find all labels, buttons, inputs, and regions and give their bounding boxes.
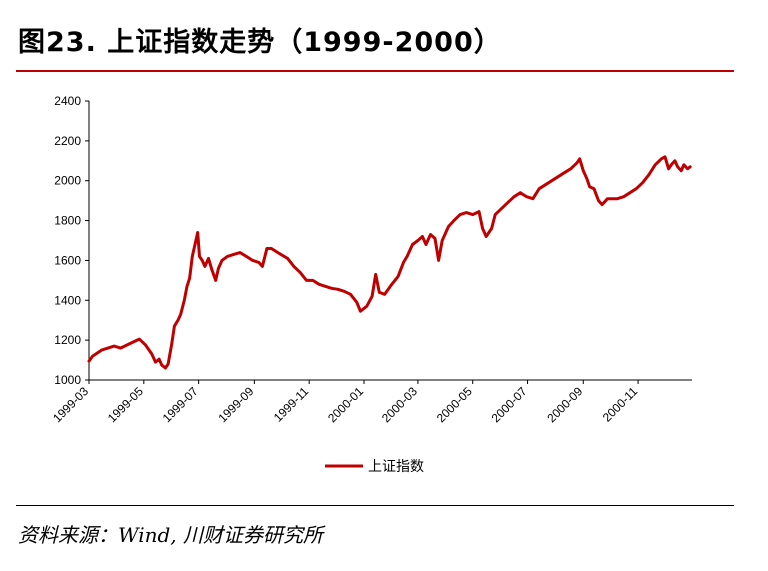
- x-tick-label: 1999-05: [105, 384, 146, 425]
- line-chart: 1000 1200 1400 1600 1800 2000 2200 2400 1999-03…: [50, 94, 692, 475]
- y-tick-label: 1800: [54, 214, 81, 228]
- y-axis: 1000 1200 1400 1600 1800 2000 2200 2400: [54, 94, 90, 387]
- x-tick-label: 2000-01: [325, 384, 366, 425]
- y-tick-label: 2000: [54, 174, 81, 188]
- legend: 上证指数: [325, 459, 424, 475]
- y-tick-label: 2400: [54, 94, 81, 108]
- x-tick-label: 1999-09: [215, 384, 256, 425]
- x-tick-label: 2000-09: [544, 384, 585, 425]
- x-tick-label: 2000-03: [379, 384, 420, 425]
- figure-title: 图23. 上证指数走势（1999-2000）: [18, 27, 502, 58]
- series-layer: [87, 155, 692, 370]
- y-tick-label: 1000: [54, 373, 81, 387]
- y-tick-label: 1200: [54, 333, 81, 347]
- x-tick-label: 2000-05: [434, 384, 475, 425]
- y-tick-label: 1400: [54, 293, 81, 307]
- footer-rule: [16, 505, 734, 506]
- source-note: 资料来源：Wind, 川财证券研究所: [18, 523, 323, 547]
- series-line: [87, 155, 692, 370]
- x-tick-label: 2000-11: [600, 384, 641, 425]
- header-rule: [16, 70, 734, 72]
- x-tick-label: 1999-03: [50, 384, 91, 425]
- legend-label: 上证指数: [368, 459, 424, 475]
- x-tick-label: 1999-11: [271, 384, 312, 425]
- x-tick-label: 2000-07: [489, 384, 530, 425]
- y-tick-label: 2200: [54, 134, 81, 148]
- y-tick-label: 1600: [54, 253, 81, 267]
- x-tick-label: 1999-07: [160, 384, 201, 425]
- x-axis: 1999-03 1999-05 1999-07 1999-09 1999-11 2000-…: [50, 379, 692, 425]
